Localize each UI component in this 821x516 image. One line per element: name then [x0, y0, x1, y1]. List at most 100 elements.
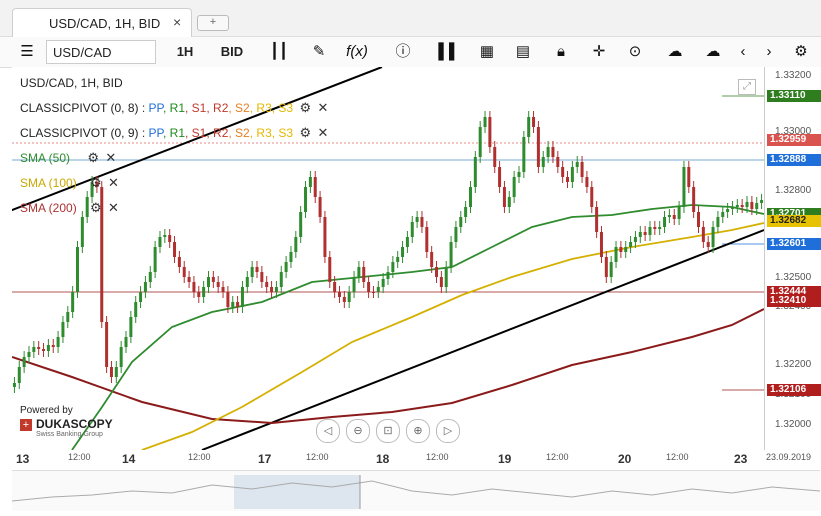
side-select[interactable]: BID: [220, 44, 244, 59]
candle-body: [643, 232, 647, 235]
symbol-select[interactable]: USD/CAD: [46, 40, 156, 64]
pivot-2-label: CLASSICPIVOT (0, 9): [20, 126, 139, 140]
calculator-icon[interactable]: ▤: [515, 43, 531, 60]
price-label: 1.32888: [767, 154, 821, 166]
brand-name: DUKASCOPY: [36, 417, 113, 431]
candle-body: [119, 347, 123, 367]
close-icon[interactable]: ✕: [108, 200, 119, 215]
close-icon[interactable]: ✕: [317, 100, 329, 115]
candle-body: [95, 182, 99, 187]
bars-icon[interactable]: ▌▌: [438, 43, 460, 60]
candle-body: [493, 147, 497, 167]
candle-body: [760, 200, 764, 203]
candle-body: [512, 177, 516, 197]
gear-icon[interactable]: ⚙: [90, 200, 102, 215]
crosshair-icon[interactable]: ✛: [592, 43, 606, 60]
close-icon[interactable]: ✕: [105, 150, 117, 165]
pivot-item-pp: PP: [148, 101, 163, 115]
gear-icon[interactable]: ⚙: [87, 150, 100, 165]
close-icon[interactable]: ✕: [108, 175, 119, 190]
candle-body: [721, 212, 725, 217]
candle-body: [274, 287, 278, 292]
candle-body: [211, 277, 215, 282]
candle-body: [546, 147, 550, 157]
time-tick: 14: [122, 452, 136, 466]
calendar-icon[interactable]: ▦: [479, 43, 495, 60]
candle-body: [42, 349, 46, 351]
candle-body: [566, 177, 570, 182]
info-icon[interactable]: ⓘ: [395, 43, 411, 60]
candle-body: [134, 302, 138, 317]
close-tab-icon[interactable]: ×: [173, 14, 182, 30]
candle-body: [575, 162, 579, 167]
candle-body: [541, 157, 545, 167]
pivot-item-s3: , S3: [271, 101, 294, 115]
close-icon[interactable]: ✕: [317, 125, 329, 140]
candle-body: [226, 292, 230, 307]
candles-icon[interactable]: ┃┃: [269, 43, 289, 60]
candle-body: [216, 282, 220, 287]
candle-body: [459, 217, 463, 227]
chart-tab[interactable]: USD/CAD, 1H, BID ×: [12, 8, 192, 37]
settings-icon[interactable]: ⚙: [794, 43, 808, 60]
add-tab-button[interactable]: +: [197, 15, 229, 31]
download-icon[interactable]: ☁: [705, 43, 721, 60]
time-tick: 20: [618, 452, 632, 466]
pivot-item-s3: , S3: [271, 126, 294, 140]
candle-body: [444, 267, 448, 287]
pivot-2-sep: :: [141, 126, 146, 140]
candle-body: [362, 267, 366, 282]
scroll-right-button[interactable]: ▷: [436, 419, 460, 443]
candle-body: [27, 352, 31, 357]
candle-body: [12, 383, 16, 387]
candle-body: [143, 282, 147, 292]
candle-body: [439, 277, 443, 287]
time-tick: 12:00: [426, 452, 449, 462]
candle-body: [270, 287, 274, 292]
fx-icon[interactable]: f(x): [346, 43, 368, 60]
candle-body: [624, 247, 628, 252]
candle-body: [265, 282, 269, 287]
candle-body: [173, 242, 177, 257]
candle-body: [51, 345, 55, 347]
pivot-item-r3: , R3: [249, 101, 272, 115]
candle-body: [449, 242, 453, 267]
candle-body: [633, 237, 637, 242]
zoom-out-button[interactable]: ⊖: [346, 419, 370, 443]
dukascopy-logo-icon: +: [20, 419, 32, 431]
upload-icon[interactable]: ☁: [667, 43, 683, 60]
price-label: 1.33110: [767, 90, 821, 102]
candle-body: [90, 182, 94, 197]
lock-icon[interactable]: 🔒︎: [557, 43, 565, 60]
sma50-legend: SMA (50) ⚙ ✕: [20, 150, 116, 166]
candle-body: [435, 267, 439, 277]
period-select[interactable]: 1H: [176, 44, 194, 59]
pivot-item-r2: , R2: [206, 126, 229, 140]
candle-body: [410, 222, 414, 237]
popout-icon[interactable]: ⤢: [738, 79, 756, 95]
menu-icon[interactable]: ☰: [20, 43, 34, 60]
zoom-in-button[interactable]: ⊕: [406, 419, 430, 443]
chart-area[interactable]: USD/CAD, 1H, BID CLASSICPIVOT (0, 8) : P…: [12, 67, 821, 450]
candle-body: [502, 187, 506, 207]
gear-icon[interactable]: ⚙: [299, 100, 312, 115]
price-tick: 1.32500: [775, 272, 812, 283]
pencil-icon[interactable]: ✎: [312, 43, 326, 60]
prev-icon[interactable]: ‹: [740, 43, 746, 60]
candle-body: [527, 117, 531, 137]
gear-icon[interactable]: ⚙: [299, 125, 312, 140]
candle-body: [745, 202, 749, 207]
zoom-icon[interactable]: ⊙: [628, 43, 642, 60]
gear-icon[interactable]: ⚙: [90, 175, 102, 190]
navigator[interactable]: [11, 470, 821, 511]
fit-button[interactable]: ⊡: [376, 419, 400, 443]
candle-body: [478, 127, 482, 157]
next-icon[interactable]: ›: [766, 43, 772, 60]
candle-body: [619, 247, 623, 252]
price-tick: 1.32200: [775, 359, 812, 370]
scroll-left-button[interactable]: ◁: [316, 419, 340, 443]
candle-body: [561, 167, 565, 177]
powered-by: Powered by: [20, 405, 73, 416]
time-tick: 12:00: [666, 452, 689, 462]
candle-body: [197, 292, 201, 297]
